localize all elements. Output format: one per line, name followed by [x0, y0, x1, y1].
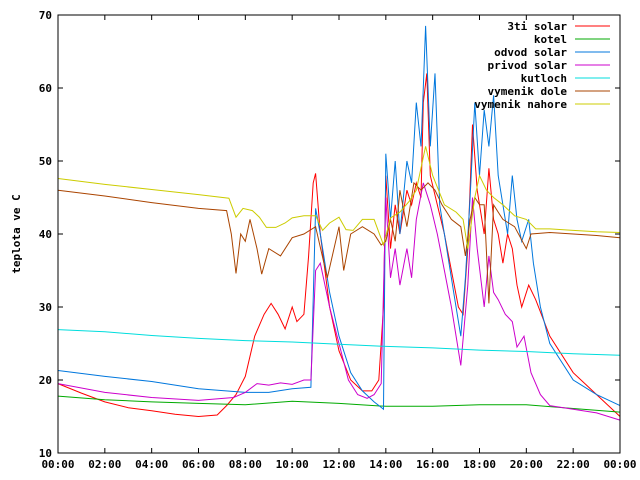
legend-label: kotel: [534, 33, 567, 46]
series-line-5: [57, 329, 621, 356]
x-tick-label: 02:00: [88, 458, 121, 471]
x-tick-label: 00:00: [41, 458, 74, 471]
series-line-1: [57, 73, 621, 418]
y-tick-label: 20: [39, 374, 52, 387]
x-tick-label: 12:00: [322, 458, 355, 471]
x-tick-label: 14:00: [369, 458, 402, 471]
y-tick-label: 40: [39, 228, 52, 241]
legend-label: privod solar: [488, 59, 568, 72]
series-line-6: [57, 181, 621, 304]
x-tick-label: 18:00: [463, 458, 496, 471]
legend-label: vymenik nahore: [474, 98, 567, 111]
legend-label: vymenik dole: [488, 85, 568, 98]
y-tick-label: 70: [39, 9, 52, 22]
legend-label: 3ti solar: [507, 20, 567, 33]
x-tick-label: 10:00: [276, 458, 309, 471]
y-tick-label: 30: [39, 301, 52, 314]
series-line-2: [57, 395, 621, 413]
y-tick-label: 60: [39, 82, 52, 95]
x-tick-label: 08:00: [229, 458, 262, 471]
x-tick-label: 22:00: [557, 458, 590, 471]
series-layer: [57, 25, 621, 421]
y-axis-label: teplota ve C: [10, 194, 23, 273]
x-tick-label: 00:00: [603, 458, 636, 471]
x-tick-label: 04:00: [135, 458, 168, 471]
series-line-7: [57, 146, 621, 249]
x-tick-label: 20:00: [510, 458, 543, 471]
legend-label: odvod solar: [494, 46, 567, 59]
y-tick-label: 10: [39, 447, 52, 460]
tick-layer: 00:00 02:00 04:00 06:00 08:00 10:00 12:00 14:00…: [39, 9, 637, 471]
x-tick-label: 06:00: [182, 458, 215, 471]
legend-label: kutloch: [521, 72, 567, 85]
y-tick-label: 50: [39, 155, 52, 168]
x-tick-label: 16:00: [416, 458, 449, 471]
series-line-4: [57, 182, 621, 421]
